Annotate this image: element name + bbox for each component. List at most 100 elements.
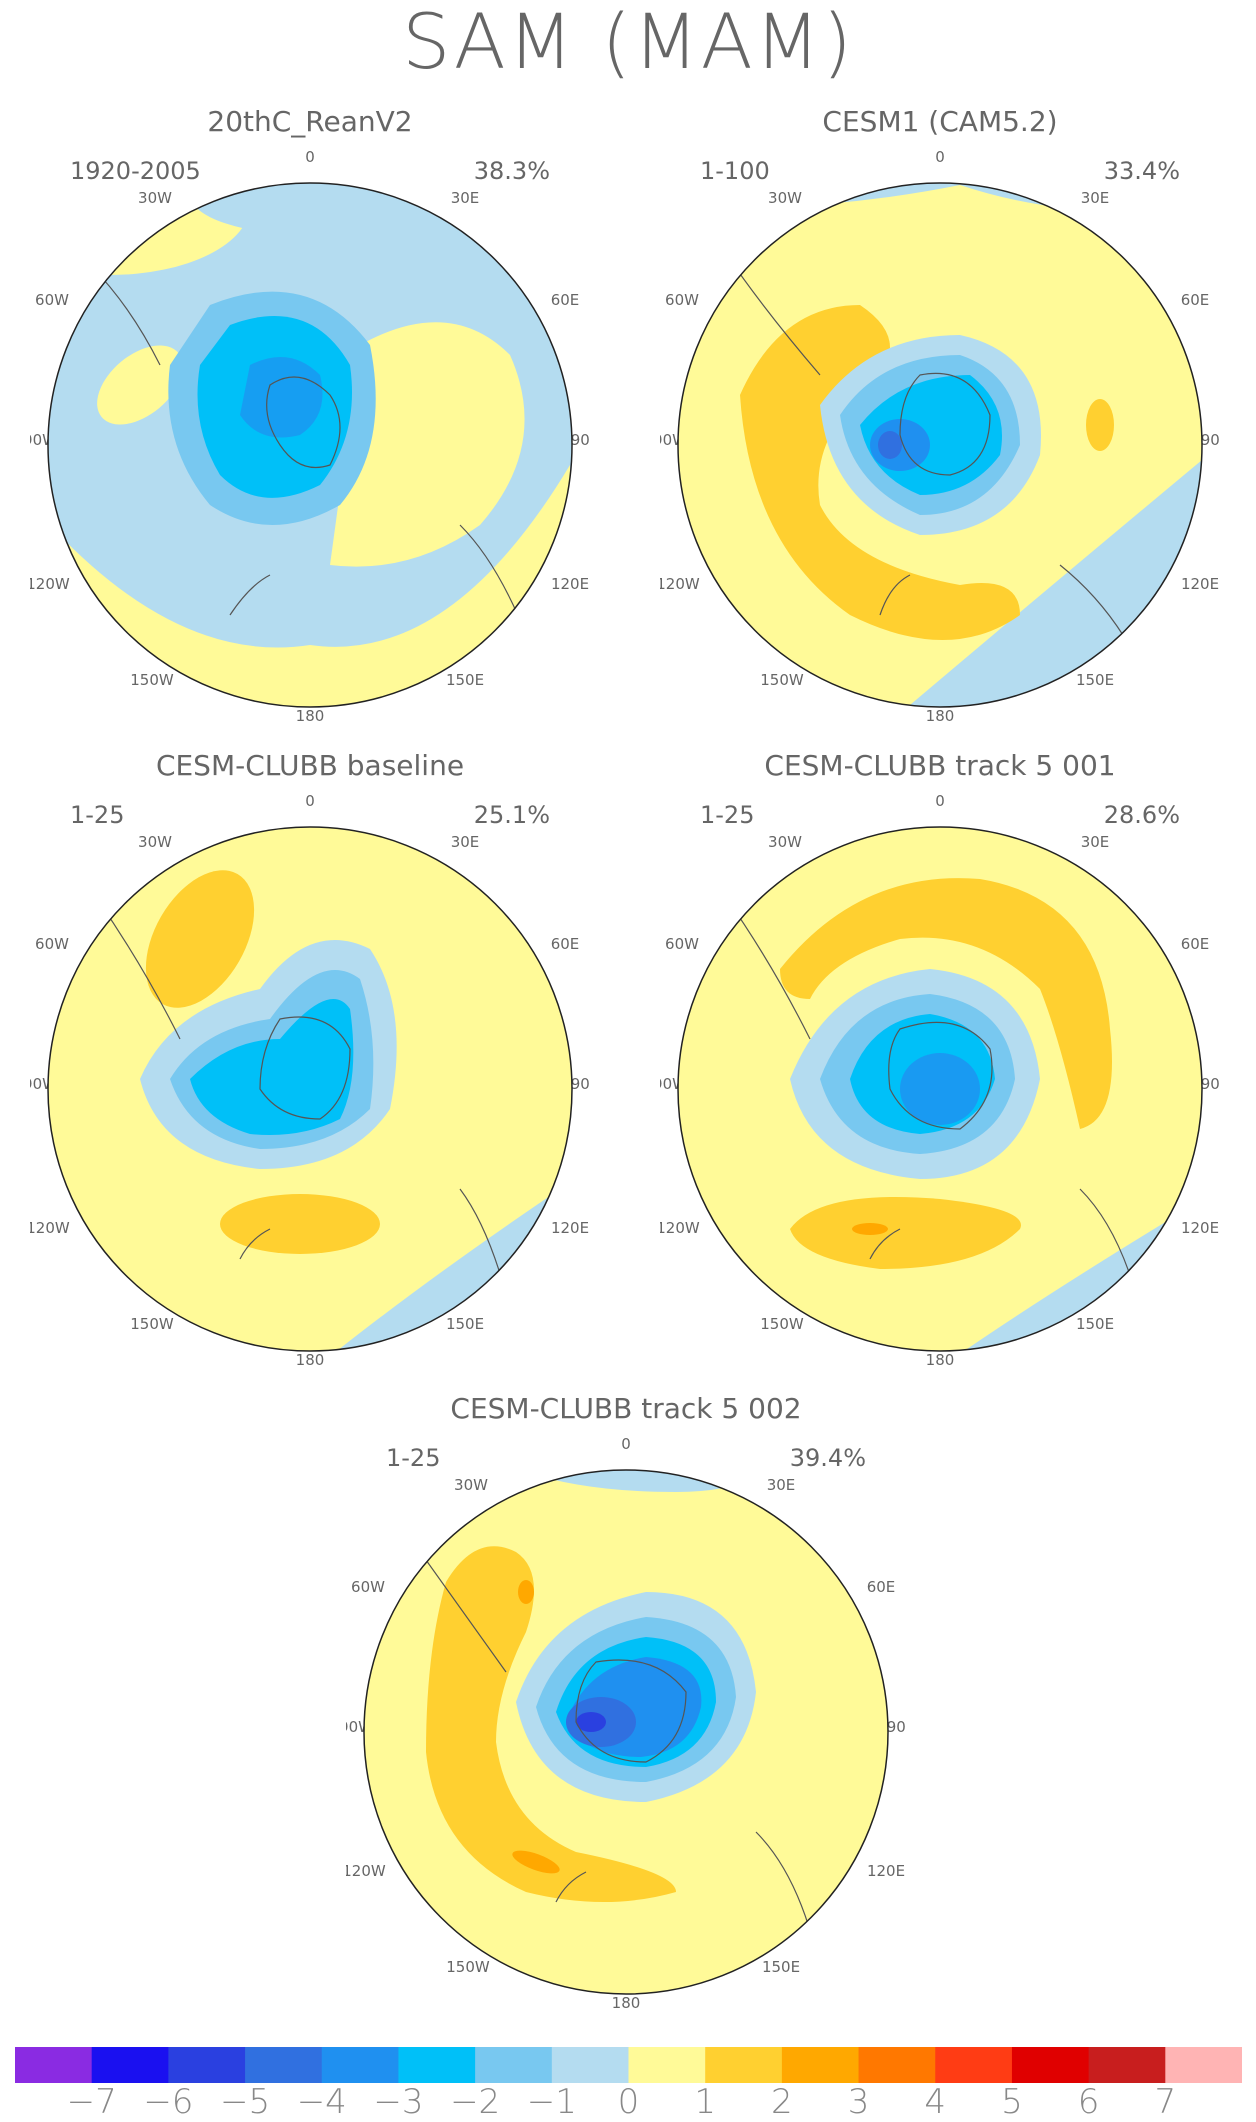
colorbar-swatch <box>1011 2047 1090 2083</box>
lon-label-90e: 90E <box>1201 1075 1220 1093</box>
polar-map: 0 30E 60E 90E 120E 150E 180 150W 120W 90… <box>30 148 590 725</box>
colorbar-swatch <box>1088 2047 1166 2083</box>
lon-label-30w: 30W <box>768 833 802 851</box>
lon-labels: 0 30E 60E 90E 120E 150E 180 150W 120W 90… <box>30 148 590 725</box>
panel-title: CESM-CLUBB baseline <box>155 749 465 782</box>
lon-label-0: 0 <box>305 148 315 166</box>
anomaly-field <box>364 1470 888 1994</box>
lon-label-60e: 60E <box>1181 291 1210 309</box>
lon-label-150w: 150W <box>130 1315 174 1333</box>
colorbar-tick-label: 0 <box>617 2082 640 2122</box>
lon-label-180: 180 <box>296 707 325 725</box>
lon-label-180: 180 <box>296 1351 325 1369</box>
year-range: 1-25 <box>386 1444 441 1472</box>
lon-label-150e: 150E <box>762 1958 800 1976</box>
lon-label-120e: 120E <box>867 1862 905 1880</box>
lon-label-30e: 30E <box>767 1476 796 1494</box>
lon-label-180: 180 <box>926 707 955 725</box>
colorbar-tick-label: 1 <box>694 2082 717 2122</box>
panel-title: CESM-CLUBB track 5 001 <box>764 749 1116 782</box>
colorbar-tick-label: −3 <box>373 2082 424 2122</box>
lon-label-150w: 150W <box>760 671 804 689</box>
colorbar-swatch <box>1165 2047 1242 2083</box>
colorbar-tick-label: 5 <box>1001 2082 1023 2122</box>
lon-label-150w: 150W <box>130 671 174 689</box>
colorbar-swatch <box>398 2047 476 2083</box>
lon-label-60w: 60W <box>351 1578 385 1596</box>
anomaly-field <box>678 183 1202 707</box>
lon-label-180: 180 <box>612 1994 641 2012</box>
year-range: 1-100 <box>700 157 770 185</box>
lon-label-150w: 150W <box>446 1958 490 1976</box>
lon-labels: 0 30E 60E 90E 120E 150E 180 150W 120W 90… <box>660 792 1220 1369</box>
colorbar-tick-label: 7 <box>1154 2082 1177 2122</box>
panel-cesm-clubb-track5-001: CESM-CLUBB track 5 001 1-25 28.6% 0 30E … <box>660 749 1220 1389</box>
colorbar <box>15 2047 1242 2083</box>
lon-label-120e: 120E <box>551 575 589 593</box>
lon-label-150e: 150E <box>446 671 484 689</box>
variance-explained: 38.3% <box>473 157 550 185</box>
lon-label-150e: 150E <box>1076 1315 1114 1333</box>
lon-label-60w: 60W <box>35 935 69 953</box>
lon-label-120w: 120W <box>660 1219 700 1237</box>
variance-explained: 28.6% <box>1103 801 1180 829</box>
colorbar-tick-label: −5 <box>220 2082 271 2122</box>
lon-label-60e: 60E <box>1181 935 1210 953</box>
lon-label-60e: 60E <box>551 935 580 953</box>
panel-20thc-reanv2: 20thC_ReanV2 1920-2005 38.3% 0 30E 60E 9… <box>30 105 590 745</box>
polar-map: 0 30E 60E 90E 120E 150E 180 150W 120W 90… <box>660 148 1220 725</box>
lon-label-0: 0 <box>935 792 945 810</box>
colorbar-swatch <box>15 2047 93 2083</box>
polar-map: 0 30E 60E 90E 120E 150E 180 150W 120W 90… <box>660 792 1220 1369</box>
lon-label-150e: 150E <box>446 1315 484 1333</box>
colorbar-tick-label: −6 <box>143 2082 194 2122</box>
panel-cesm-clubb-baseline: CESM-CLUBB baseline 1-25 25.1% 0 30E 60E… <box>30 749 590 1389</box>
panel-cesm1-cam5: CESM1 (CAM5.2) 1-100 33.4% 0 30E 60E 90E… <box>660 105 1220 745</box>
colorbar-tick-label: −4 <box>296 2082 347 2122</box>
year-range: 1-25 <box>70 801 125 829</box>
lon-label-120e: 120E <box>1181 575 1219 593</box>
colorbar-tick-label: −7 <box>66 2082 117 2122</box>
panel-title: CESM1 (CAM5.2) <box>822 105 1058 138</box>
anomaly-field <box>678 827 1202 1351</box>
colorbar-swatch <box>781 2047 860 2083</box>
colorbar-tick-label: −2 <box>450 2082 501 2122</box>
lon-label-60w: 60W <box>35 291 69 309</box>
polar-map: 0 30E 60E 90E 120E 150E 180 150W 120W 90… <box>346 1435 906 2012</box>
colorbar-tick-label: 6 <box>1077 2082 1100 2122</box>
lon-label-60w: 60W <box>665 935 699 953</box>
lon-label-120w: 120W <box>30 1219 70 1237</box>
lon-label-60w: 60W <box>665 291 699 309</box>
panel-cesm-clubb-track5-002: CESM-CLUBB track 5 002 1-25 39.4% 0 30E … <box>346 1392 906 2032</box>
colorbar-swatch <box>551 2047 629 2083</box>
colorbar-swatch <box>475 2047 553 2083</box>
lon-label-60e: 60E <box>867 1578 896 1596</box>
lon-label-90e: 90E <box>571 1075 590 1093</box>
colorbar-swatch <box>628 2047 706 2083</box>
lon-label-30w: 30W <box>454 1476 488 1494</box>
lon-label-120e: 120E <box>1181 1219 1219 1237</box>
colorbar-swatch <box>91 2047 169 2083</box>
lon-label-120w: 120W <box>660 575 700 593</box>
lon-label-30e: 30E <box>1081 833 1110 851</box>
lon-labels: 0 30E 60E 90E 120E 150E 180 150W 120W 90… <box>660 148 1220 725</box>
lon-label-90e: 90E <box>1201 431 1220 449</box>
variance-explained: 33.4% <box>1103 157 1180 185</box>
panel-title: 20thC_ReanV2 <box>207 105 413 138</box>
year-range: 1920-2005 <box>70 157 201 185</box>
colorbar-swatch <box>935 2047 1013 2083</box>
lon-label-120w: 120W <box>346 1862 386 1880</box>
colorbar-tick-label: −1 <box>526 2082 577 2122</box>
lon-label-150e: 150E <box>1076 671 1114 689</box>
colorbar-labels: −7 −6 −5 −4 −3 −2 −1 0 1 2 3 4 5 6 7 <box>0 2082 1256 2122</box>
lon-label-0: 0 <box>305 792 315 810</box>
colorbar-swatch <box>705 2047 783 2083</box>
variance-explained: 39.4% <box>789 1444 866 1472</box>
year-range: 1-25 <box>700 801 755 829</box>
lon-label-30w: 30W <box>138 833 172 851</box>
lon-label-90e: 90E <box>887 1718 906 1736</box>
lon-label-90e: 90E <box>571 431 590 449</box>
lon-label-30e: 30E <box>451 833 480 851</box>
lon-label-0: 0 <box>621 1435 631 1453</box>
lon-label-30e: 30E <box>1081 189 1110 207</box>
